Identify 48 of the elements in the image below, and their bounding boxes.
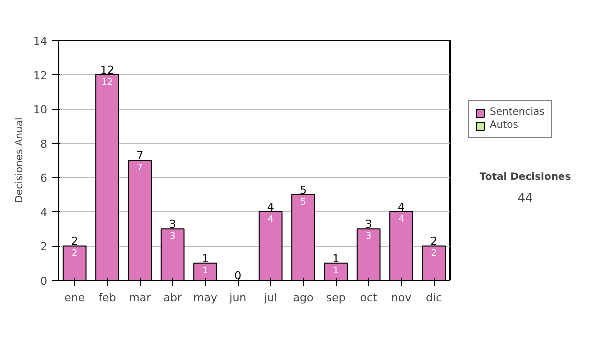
y-tick-label: 6 xyxy=(40,172,48,186)
total-label: 4 xyxy=(398,200,405,214)
data-label: 1 xyxy=(202,266,208,276)
total-label: 2 xyxy=(71,235,78,248)
x-tick-label: ago xyxy=(293,292,314,304)
data-label: 7 xyxy=(137,164,144,174)
data-label: 3 xyxy=(170,232,176,242)
total-label: 5 xyxy=(300,184,307,197)
y-tick-label: 4 xyxy=(40,206,48,220)
x-tick-label: abr xyxy=(164,292,182,304)
y-tick-label: 10 xyxy=(34,104,48,117)
data-label: 12 xyxy=(102,78,114,88)
x-tick-label: oct xyxy=(360,292,378,304)
total-label: 3 xyxy=(169,218,176,232)
total-label: 12 xyxy=(100,64,114,77)
x-tick-label: jun xyxy=(228,292,247,304)
legend-label: Sentencias xyxy=(490,107,545,118)
x-tick-label: sep xyxy=(326,292,346,304)
x-tick-label: jul xyxy=(263,292,278,304)
data-label: 2 xyxy=(431,249,438,260)
y-axis-title: Decisiones Anual xyxy=(14,118,26,204)
data-label: 4 xyxy=(268,214,274,225)
total-label: 4 xyxy=(267,200,274,214)
y-tick-label: 12 xyxy=(34,69,48,82)
text: 44 xyxy=(518,191,534,205)
total-label: 0 xyxy=(234,270,242,282)
text: Total Decisiones xyxy=(480,172,572,183)
total-label: 3 xyxy=(365,218,372,232)
total-label: 1 xyxy=(202,252,209,266)
total-label: 2 xyxy=(430,235,438,248)
y-tick-label: 0 xyxy=(40,275,48,288)
data-label: 5 xyxy=(300,198,306,208)
x-tick-label: dic xyxy=(426,292,442,304)
y-tick-label: 2 xyxy=(40,240,48,254)
data-label: 4 xyxy=(398,214,405,225)
x-tick-label: mar xyxy=(129,292,152,304)
total-label: 7 xyxy=(136,150,144,162)
data-label: 3 xyxy=(366,232,372,242)
data-label: 2 xyxy=(72,249,78,260)
x-tick-label: may xyxy=(194,292,218,304)
x-tick-label: ene xyxy=(64,292,86,304)
y-tick-label: 8 xyxy=(40,138,48,151)
x-tick-label: nov xyxy=(391,292,412,304)
legend-label: Autos xyxy=(490,120,518,131)
x-tick-label: feb xyxy=(98,292,116,304)
data-label: 1 xyxy=(333,266,340,276)
total-label: 1 xyxy=(332,252,340,266)
y-tick-label: 14 xyxy=(34,35,48,48)
